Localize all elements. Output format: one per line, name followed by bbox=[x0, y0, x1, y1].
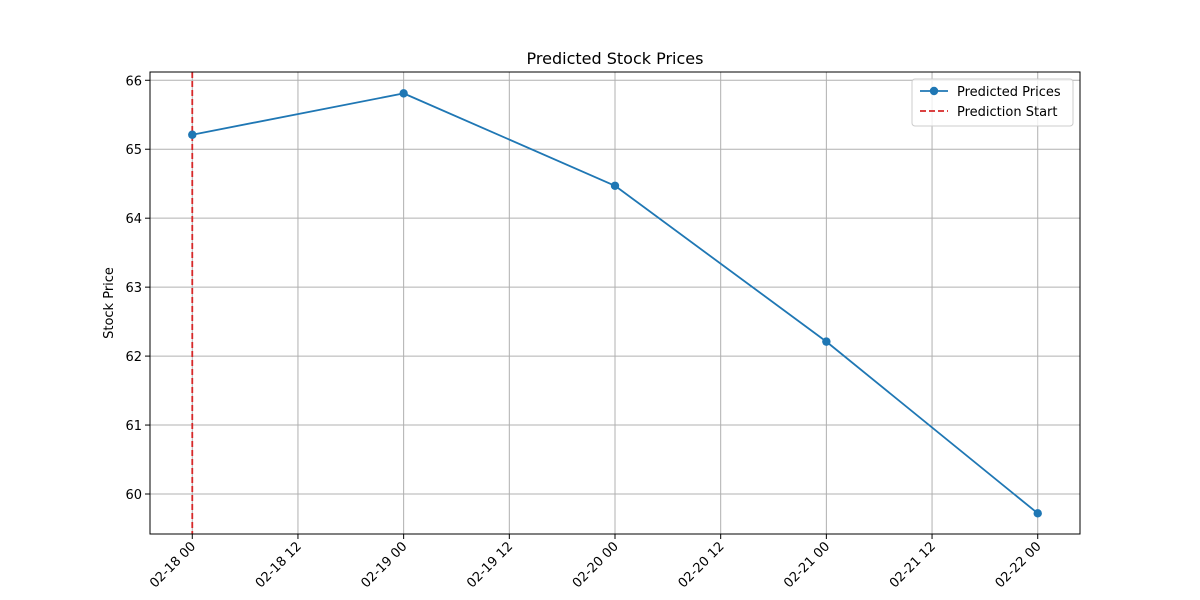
y-tick-label: 62 bbox=[125, 350, 142, 365]
y-tick-label: 66 bbox=[125, 74, 142, 89]
legend-label: Prediction Start bbox=[957, 105, 1057, 120]
y-tick-label: 61 bbox=[125, 419, 142, 434]
data-point bbox=[822, 337, 831, 346]
y-tick-label: 64 bbox=[125, 212, 142, 227]
legend-label: Predicted Prices bbox=[957, 85, 1061, 100]
y-axis-label: Stock Price bbox=[102, 267, 117, 339]
legend-box bbox=[911, 78, 1074, 127]
data-point bbox=[610, 181, 620, 190]
data-point bbox=[1033, 509, 1042, 518]
data-point bbox=[188, 130, 197, 139]
series-layer bbox=[188, 89, 1042, 518]
y-tick-label: 63 bbox=[125, 281, 142, 296]
legend-marker bbox=[929, 86, 939, 96]
data-point bbox=[399, 89, 408, 98]
y-tick-label: 65 bbox=[125, 143, 142, 158]
chart-title: Predicted Stock Prices bbox=[527, 49, 704, 68]
y-axis-ticks: 60 61 62 63 64 65 66 bbox=[125, 74, 150, 503]
y-tick-label: 60 bbox=[125, 488, 142, 503]
legend: Predicted Prices Prediction Start bbox=[911, 78, 1074, 127]
